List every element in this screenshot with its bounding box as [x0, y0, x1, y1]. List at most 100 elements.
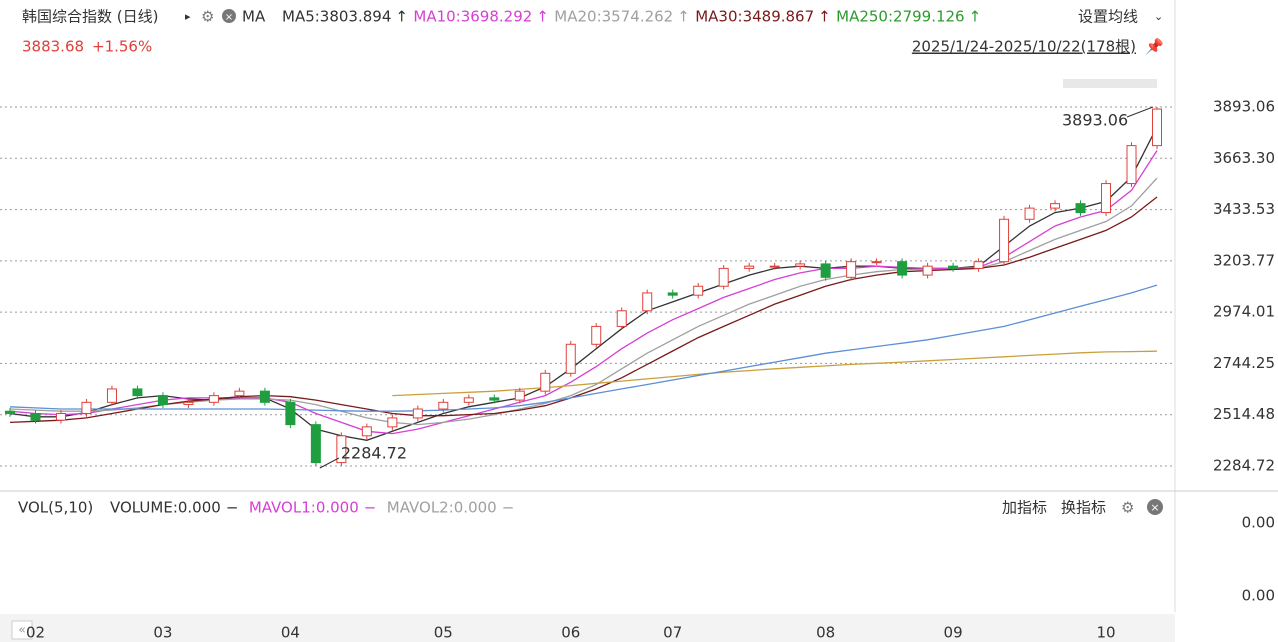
candle-body [234, 390, 245, 397]
volume-tick-label: 0.00 [1242, 514, 1275, 532]
candle-body [387, 417, 398, 428]
candle-body [642, 292, 653, 312]
candle-body [718, 267, 729, 287]
close-icon-x[interactable]: × [225, 12, 233, 23]
scroll-icon[interactable]: « [18, 623, 25, 637]
volume-legend-entry: MAVOL1:0.000 [249, 499, 359, 517]
volume-close[interactable] [1147, 499, 1163, 515]
x-tick-label: 06 [561, 624, 580, 642]
x-tick-label: 08 [816, 624, 835, 642]
candle-body [259, 390, 270, 403]
candle-body [948, 265, 959, 269]
candle-body [744, 265, 755, 269]
candle-body [183, 401, 194, 406]
legend-entry: MA250:2799.126 [836, 8, 964, 26]
annotation-arrow [319, 457, 340, 469]
ma-line [9, 150, 1158, 435]
y-tick-label: 2974.01 [1213, 303, 1275, 321]
scroll-left[interactable] [11, 620, 33, 640]
candle-body [922, 265, 933, 276]
x-tick-label: 04 [281, 624, 300, 642]
candle-body [565, 343, 576, 374]
candle-body [55, 412, 66, 421]
x-tick-label: 10 [1096, 624, 1115, 642]
last-price: 3883.68 [22, 38, 84, 56]
candle-body [514, 390, 525, 401]
change: +1.56% [92, 38, 152, 56]
x-tick-label: 05 [434, 624, 453, 642]
candle-body [81, 401, 92, 414]
candle-body [463, 397, 474, 403]
candle-body [438, 401, 449, 410]
legend: MA5:3803.894 ↑ MA10:3698.292 ↑ MA20:3574.262… [282, 8, 981, 26]
legend-arrow: ↑ [818, 8, 831, 26]
candle-body [412, 408, 423, 419]
candle-body [208, 395, 219, 403]
volume-close-x[interactable]: × [1150, 501, 1159, 514]
candle-body [361, 426, 372, 437]
y-tick-label: 3203.77 [1213, 251, 1275, 269]
y-tick-label: 2744.25 [1213, 354, 1275, 372]
date-range[interactable]: 2025/1/24-2025/10/22(178根) [912, 38, 1136, 56]
legend-arrow: ↑ [395, 8, 408, 26]
time-axis-bar [0, 614, 1175, 642]
candle-body [1024, 207, 1035, 220]
y-tick-label: 2284.72 [1213, 456, 1275, 474]
y-tick-label: 3893.06 [1213, 97, 1275, 115]
expand-icon[interactable]: ▸ [185, 10, 191, 23]
candle-body [769, 265, 780, 268]
candle-body [336, 435, 347, 464]
candle-body [897, 261, 908, 276]
annotation-arrow [1126, 106, 1154, 118]
annotation: 3893.06 [1062, 110, 1128, 129]
volume-tick-label: 0.00 [1242, 587, 1275, 605]
close-icon[interactable] [222, 9, 236, 23]
dropdown-icon[interactable]: ⌄ [1154, 10, 1163, 23]
y-tick-label: 2514.48 [1213, 405, 1275, 423]
candle-body [310, 424, 321, 464]
legend-entry: MA5:3803.894 [282, 8, 391, 26]
candle-body [616, 310, 627, 327]
candle-body [1152, 108, 1162, 147]
settings-button[interactable]: 设置均线 [1078, 8, 1138, 26]
ma-line [9, 284, 1158, 412]
volume-legend: VOLUME:0.000− MAVOL1:0.000− MAVOL2:0.000− [110, 499, 514, 517]
pin-icon[interactable]: 📌 [1145, 37, 1164, 56]
volume-legend-entry: MAVOL2:0.000 [387, 499, 497, 517]
candle-body [5, 410, 15, 414]
volume-legend-entry: VOLUME:0.000 [110, 499, 221, 517]
y-tick-label: 3433.53 [1213, 200, 1275, 218]
volume-settings[interactable]: ⚙ [1121, 499, 1134, 517]
candle-body [106, 388, 117, 403]
volume-legend-dash: − [364, 499, 377, 517]
ma-line [9, 196, 1158, 424]
x-tick-label: 09 [944, 624, 963, 642]
candle-body [132, 388, 143, 397]
candle-body [591, 325, 602, 345]
annotation: 2284.72 [341, 443, 407, 462]
x-tick-label: 07 [663, 624, 682, 642]
legend-entry: MA10:3698.292 [413, 8, 532, 26]
candle-body [1101, 183, 1112, 214]
volume-legend-dash: − [502, 499, 515, 517]
candle-body [540, 372, 551, 392]
legend-arrow: ↑ [536, 8, 549, 26]
candle-body [871, 261, 882, 264]
legend-arrow: ↑ [677, 8, 690, 26]
candle-body [693, 285, 704, 296]
add-indicator[interactable]: 加指标 [1002, 499, 1047, 517]
candle-body [1075, 203, 1086, 214]
volume-label: VOL(5,10) [18, 499, 93, 517]
settings-icon[interactable]: ⚙ [201, 8, 214, 26]
candle-body [157, 395, 168, 406]
volume-legend-dash: − [226, 499, 239, 517]
x-tick-label: 03 [153, 624, 172, 642]
candle-body [973, 261, 984, 269]
switch-indicator[interactable]: 换指标 [1061, 499, 1106, 517]
toolbar-placeholder [1063, 79, 1157, 88]
candle-body [795, 263, 806, 267]
legend-entry: MA30:3489.867 [695, 8, 814, 26]
x-tick-label: 02 [26, 624, 45, 642]
chart-title: 韩国综合指数 (日线) [22, 8, 158, 26]
candle-body [489, 397, 500, 401]
